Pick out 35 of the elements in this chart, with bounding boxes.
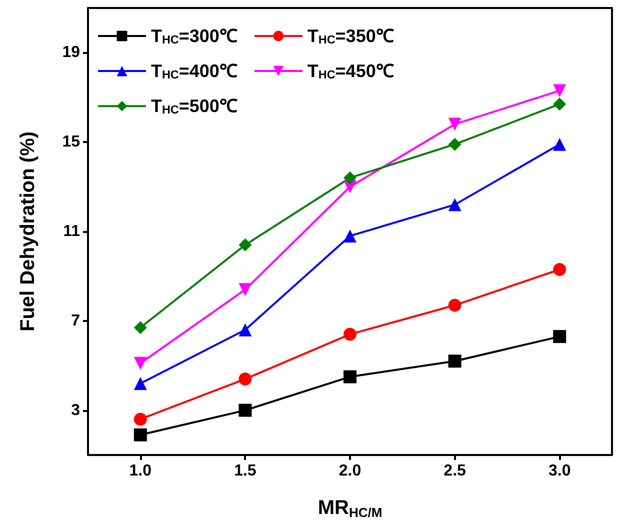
point: [134, 428, 147, 442]
point: [344, 370, 356, 384]
point: [134, 376, 147, 390]
y-tick-label: 15: [62, 134, 80, 151]
point: [238, 372, 252, 386]
x-tick-label: 2.5: [444, 462, 466, 480]
point: [448, 298, 462, 312]
y-tick-label: 19: [62, 44, 80, 62]
x-tick-label: 2.0: [338, 462, 362, 480]
point: [134, 412, 147, 426]
point: [553, 84, 566, 98]
point: [553, 98, 566, 111]
point: [344, 171, 356, 184]
y-tick-label: 11: [63, 223, 80, 240]
point: [134, 321, 147, 334]
point: [553, 330, 566, 344]
point: [553, 138, 566, 151]
point: [344, 328, 356, 341]
point: [448, 198, 462, 212]
point: [238, 283, 252, 296]
point: [448, 118, 462, 131]
point: [238, 404, 252, 417]
y-tick-label: 3: [71, 402, 80, 419]
y-tick-label: 7: [71, 312, 80, 330]
point: [344, 229, 356, 242]
point: [134, 356, 147, 370]
x-tick-label: 1.0: [129, 462, 152, 480]
point: [238, 238, 252, 252]
point: [238, 323, 252, 336]
point: [448, 354, 462, 368]
x-tick-label: 1.5: [234, 462, 256, 480]
point: [448, 138, 462, 151]
point: [553, 263, 566, 276]
x-tick-label: 3.0: [548, 462, 571, 480]
y-axis-title: Fuel Dehydration (%): [17, 131, 39, 332]
